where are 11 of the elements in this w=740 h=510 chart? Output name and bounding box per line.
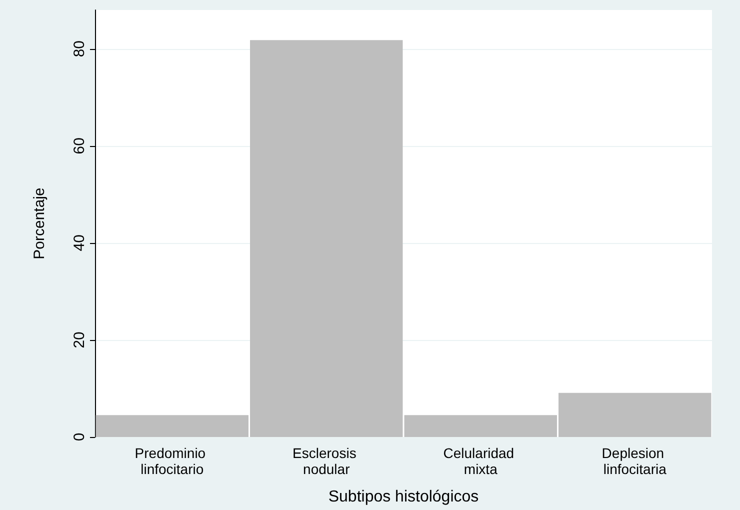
y-axis-title: Porcentaje	[31, 188, 48, 260]
y-tick-label: 40	[71, 234, 88, 252]
x-tick-label: Celularidad mixta	[443, 445, 518, 477]
x-tick-label: Deplesion linfocitaria	[602, 445, 668, 477]
x-tick-label: Esclerosis nodular	[292, 445, 360, 477]
y-tick-label: 0	[71, 432, 88, 442]
y-tick-label: 60	[71, 138, 88, 154]
x-tick-label: Predominio linfocitario	[134, 445, 210, 477]
x-axis-title: Subtipos histológicos	[328, 488, 479, 506]
y-tick-label: 80	[71, 40, 88, 58]
y-tick-label: 20	[71, 332, 88, 348]
